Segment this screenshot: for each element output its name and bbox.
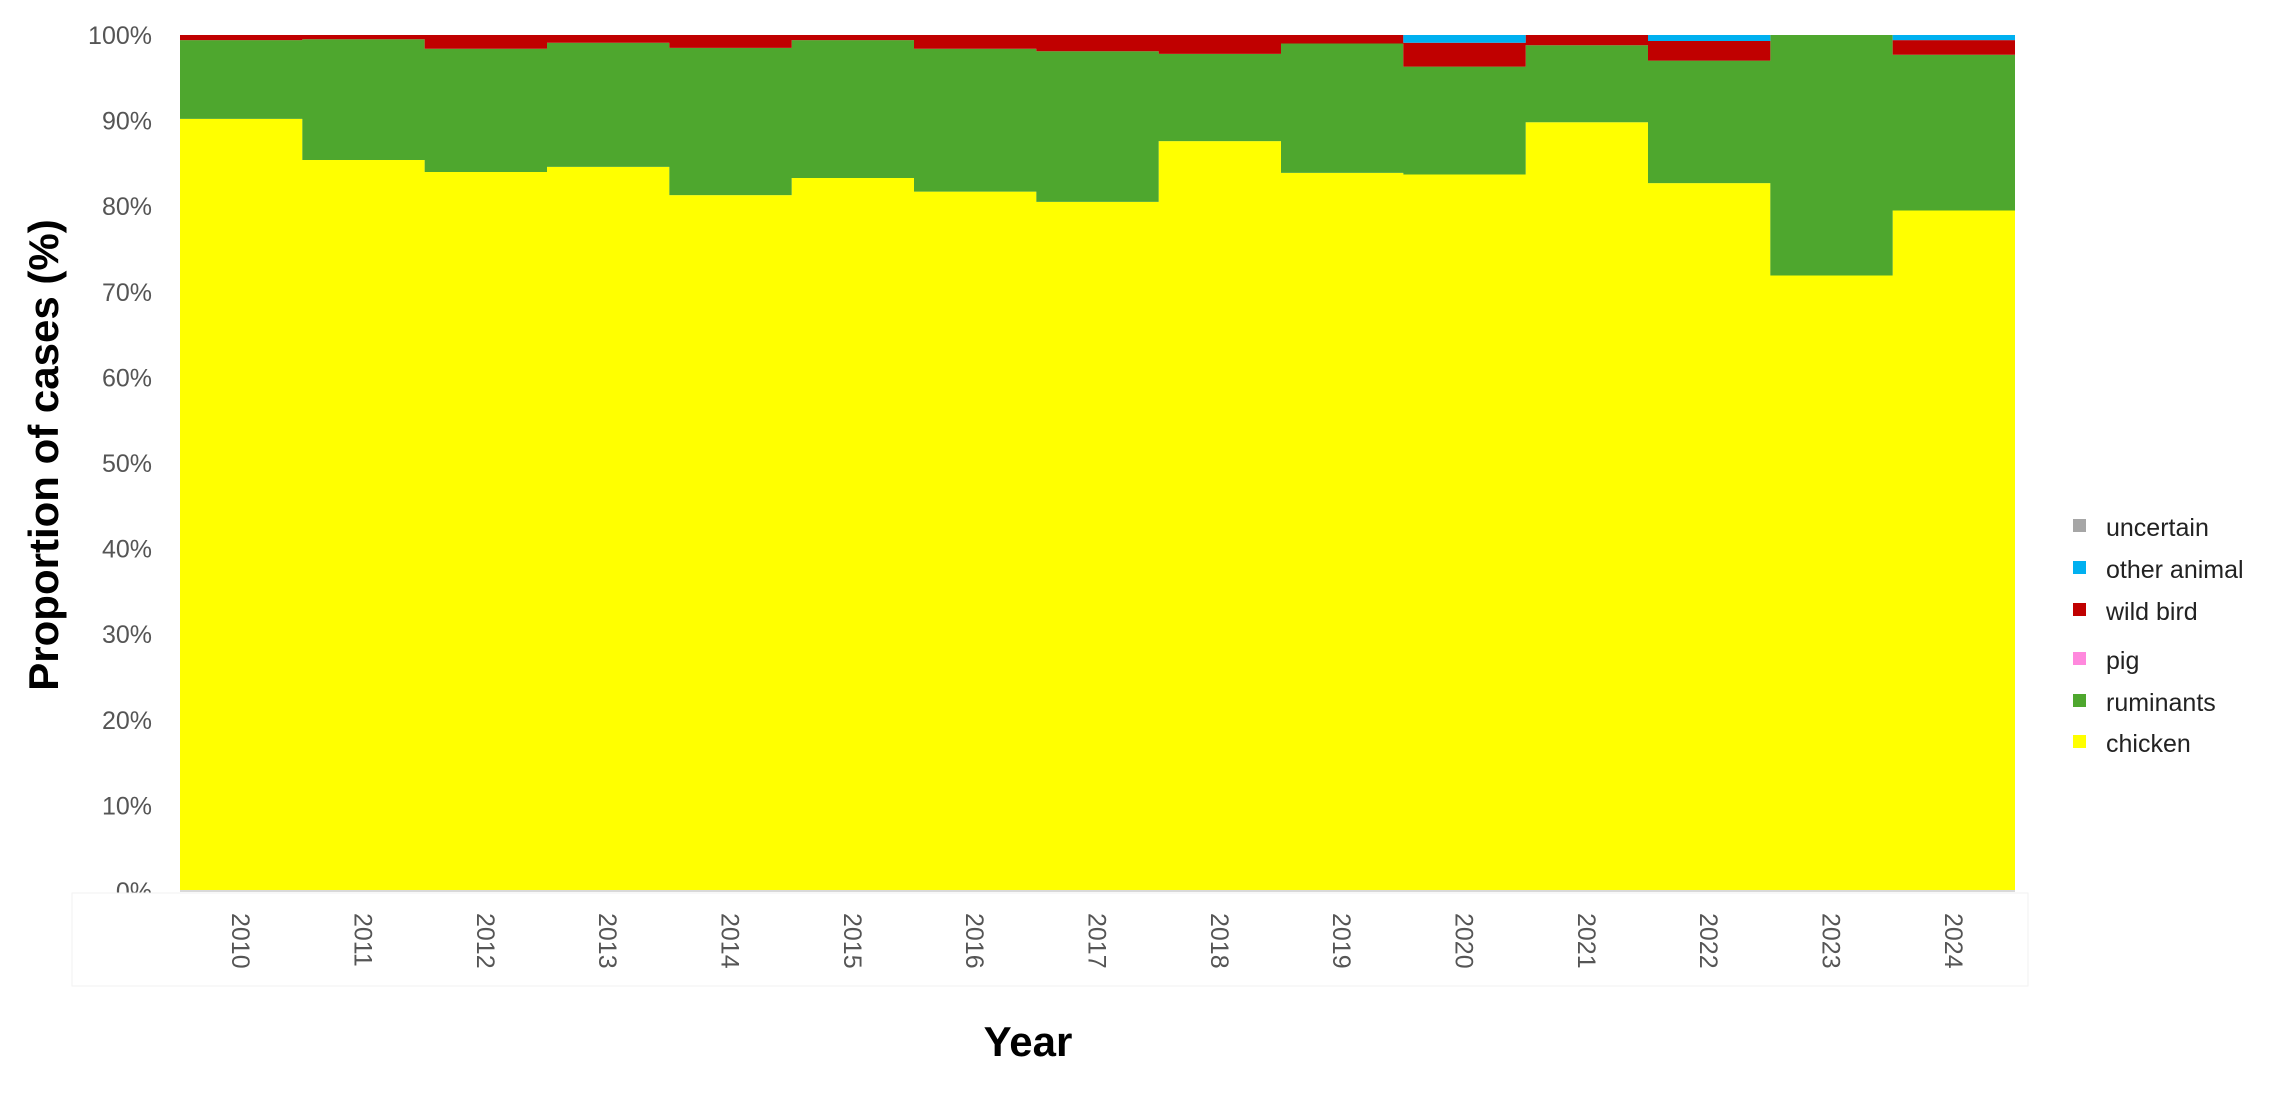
y-tick-label: 90% — [102, 108, 152, 136]
series-area-chicken — [180, 118, 2015, 891]
legend-label: chicken — [2106, 730, 2191, 758]
series-area-ruminants — [180, 35, 2015, 276]
x-tick-label: 2020 — [1450, 913, 1478, 969]
legend-label: wild bird — [2105, 598, 2198, 626]
legend-swatch — [2073, 603, 2086, 616]
legend-swatch — [2073, 652, 2086, 665]
x-tick-label: 2018 — [1205, 913, 1233, 969]
plot-area — [180, 35, 2015, 892]
legend-swatch — [2073, 694, 2086, 707]
x-tick-label: 2015 — [838, 913, 866, 969]
x-axis-title: Year — [984, 1018, 1073, 1065]
x-tick-label: 2019 — [1327, 913, 1355, 969]
y-tick-label: 50% — [102, 450, 152, 478]
series-area-wild-bird — [180, 35, 2015, 67]
x-tick-label: 2011 — [349, 913, 377, 967]
y-tick-label: 30% — [102, 621, 152, 649]
y-tick-label: 80% — [102, 193, 152, 221]
x-tick-label: 2021 — [1572, 913, 1600, 969]
x-tick-label: 2017 — [1083, 913, 1111, 969]
series-area-other-animal — [180, 35, 2015, 43]
y-tick-label: 20% — [102, 707, 152, 735]
x-tick-label: 2024 — [1939, 913, 1967, 969]
legend-swatch — [2073, 519, 2086, 532]
legend-label: other animal — [2106, 556, 2244, 584]
y-tick-label: 60% — [102, 364, 152, 392]
legend-label: uncertain — [2106, 514, 2209, 542]
x-tick-label: 2014 — [716, 913, 744, 969]
x-axis-band — [71, 892, 2029, 987]
y-axis-title: Proportion of cases (%) — [20, 219, 67, 690]
y-tick-label: 40% — [102, 536, 152, 564]
legend-swatch — [2073, 735, 2086, 748]
y-tick-label: 100% — [88, 22, 152, 50]
legend-label: pig — [2106, 647, 2139, 675]
legend-label: ruminants — [2106, 689, 2216, 717]
x-tick-label: 2016 — [960, 913, 988, 969]
legend-swatch — [2073, 561, 2086, 574]
x-tick-label: 2023 — [1817, 913, 1845, 969]
y-tick-label: 70% — [102, 279, 152, 307]
x-tick-label: 2012 — [471, 913, 499, 969]
x-tick-label: 2013 — [593, 913, 621, 969]
y-axis-ticks: 0%10%20%30%40%50%60%70%80%90%100% — [88, 22, 152, 906]
x-tick-label: 2010 — [226, 913, 254, 969]
x-tick-label: 2022 — [1694, 913, 1722, 969]
x-axis-ticks: 2010 2011 2012 2013 2014 2015 2016 2017 2018 2019… — [71, 892, 2029, 987]
y-tick-label: 10% — [102, 792, 152, 820]
legend: uncertain other animal wild bird pig ruminan… — [2073, 514, 2244, 758]
